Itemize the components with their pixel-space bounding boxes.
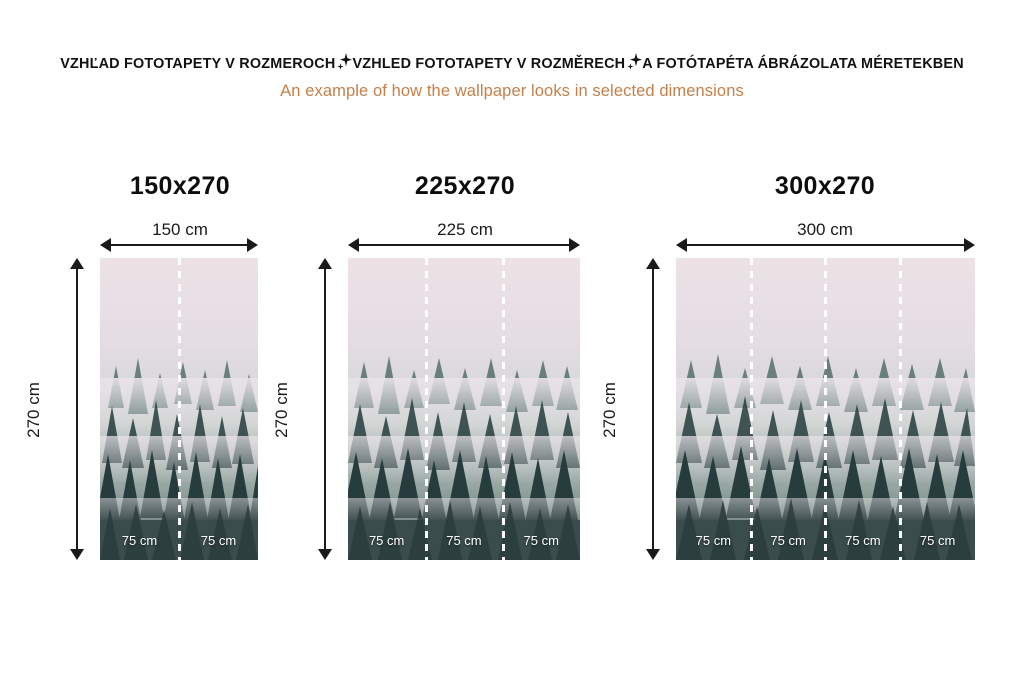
title-segment-sk: VZHĽAD FOTOTAPETY V ROZMEROCH <box>60 56 336 72</box>
height-arrow-2 <box>318 258 332 560</box>
strip-label-1-1: 75 cm <box>121 533 158 548</box>
wallpaper-preview-1: 75 cm 75 cm <box>100 258 258 560</box>
width-arrow-1 <box>100 238 258 252</box>
strip-label-2-1: 75 cm <box>368 533 405 548</box>
panel-height-label-3: 270 cm <box>600 382 619 438</box>
title-segment-cz: VZHLED FOTOTAPETY V ROZMĚRECH <box>352 56 626 72</box>
forest-artwork-2 <box>348 258 580 560</box>
sparkle-icon-2 <box>625 53 643 73</box>
panel-seam-1 <box>177 258 181 560</box>
wallpaper-preview-3: 75 cm 75 cm 75 cm 75 cm <box>676 258 975 560</box>
strip-label-3-1: 75 cm <box>695 533 732 548</box>
strip-label-3-2: 75 cm <box>770 533 806 548</box>
panel-title-1: 150x270 <box>129 172 231 200</box>
title-segment-hu: A FOTÓTAPÉTA ÁBRÁZOLATA MÉRETEKBEN <box>642 56 964 72</box>
panel-seam-3-2 <box>824 258 828 560</box>
height-arrow-3 <box>646 258 660 560</box>
panel-width-label-1: 150 cm <box>152 220 208 239</box>
width-arrow-2 <box>348 238 580 252</box>
strip-label-3-4: 75 cm <box>919 533 956 548</box>
strip-label-2-3: 75 cm <box>523 533 559 548</box>
panel-seam-3-1 <box>749 258 753 560</box>
page-subtitle: An example of how the wallpaper looks in… <box>280 82 744 100</box>
panel-height-label-2: 270 cm <box>272 382 291 438</box>
panel-width-label-3: 300 cm <box>797 220 853 239</box>
panel-height-label-1: 270 cm <box>24 382 43 438</box>
strip-label-1-2: 75 cm <box>200 533 237 548</box>
sparkle-icon <box>335 53 353 73</box>
width-arrow-3 <box>676 238 975 252</box>
panel-width-label-2: 225 cm <box>437 220 493 239</box>
panel-title-2: 225x270 <box>414 172 516 200</box>
panel-seam-2-2 <box>502 258 506 560</box>
strip-label-2-2: 75 cm <box>446 533 482 548</box>
panel-title-3: 300x270 <box>774 172 876 200</box>
wallpaper-preview-2: 75 cm 75 cm 75 cm <box>348 258 580 560</box>
height-arrow-1 <box>70 258 84 560</box>
panel-seam-2-1 <box>424 258 428 560</box>
panel-seam-3-3 <box>898 258 902 560</box>
page-title: VZHĽAD FOTOTAPETY V ROZMEROCH VZHLED FOT… <box>0 53 1024 73</box>
strip-label-3-3: 75 cm <box>845 533 881 548</box>
